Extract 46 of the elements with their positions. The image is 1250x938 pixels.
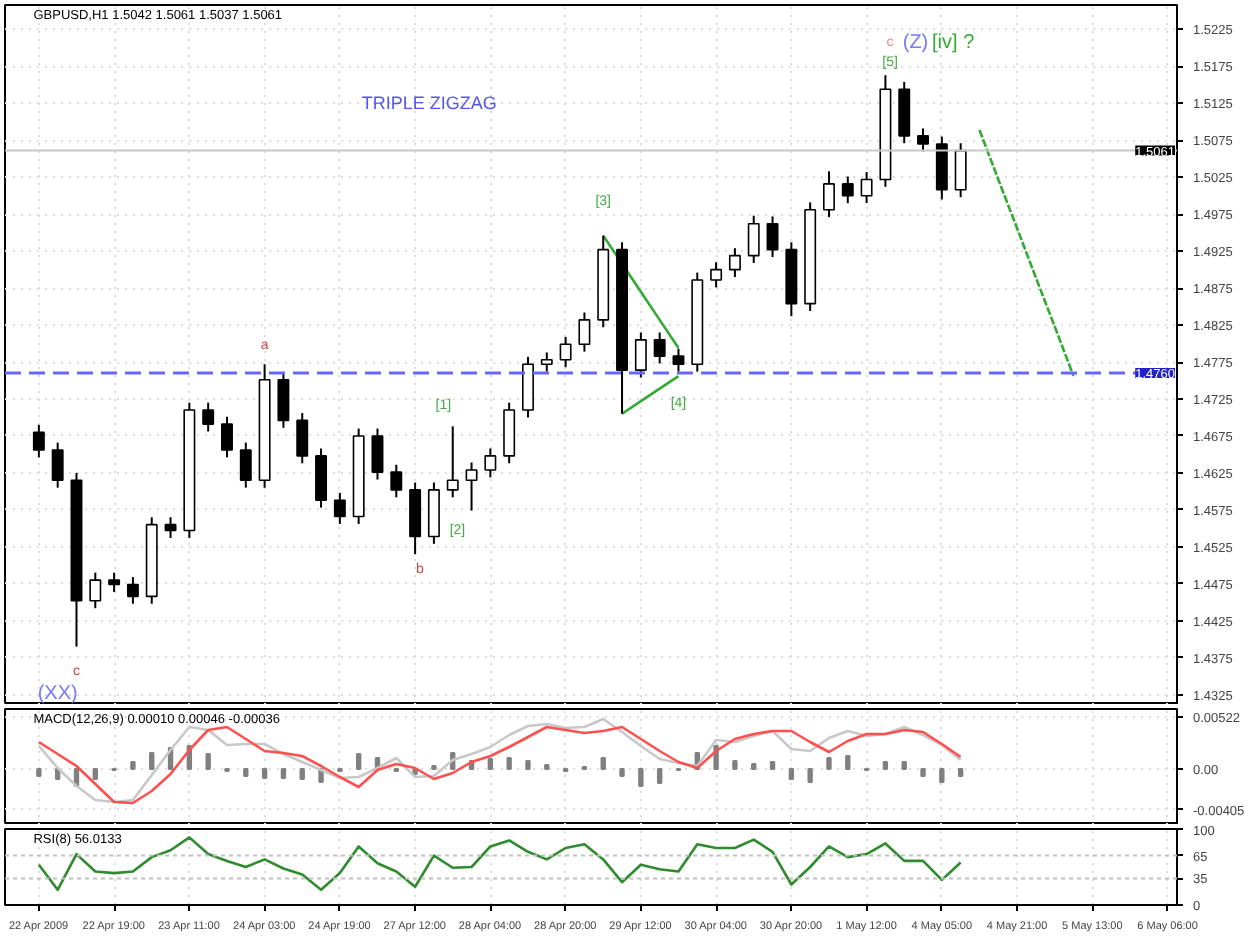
candlestick bbox=[578, 311, 591, 353]
candlestick bbox=[634, 331, 647, 379]
candlestick bbox=[126, 576, 139, 605]
candlestick bbox=[841, 175, 854, 205]
candlestick bbox=[465, 461, 478, 512]
candlestick bbox=[540, 351, 553, 373]
candlestick bbox=[202, 401, 215, 433]
candlestick bbox=[898, 80, 911, 145]
candlestick bbox=[333, 491, 346, 525]
line-series bbox=[37, 836, 962, 892]
candlestick bbox=[427, 481, 440, 545]
candlestick bbox=[954, 142, 967, 199]
annotation: (Z) bbox=[902, 31, 929, 54]
candlestick bbox=[484, 447, 497, 479]
candlestick bbox=[239, 441, 252, 489]
candlestick bbox=[747, 214, 760, 264]
candlestick bbox=[710, 261, 723, 289]
candlestick bbox=[108, 571, 121, 593]
candlestick bbox=[32, 423, 45, 459]
candlestick bbox=[653, 331, 666, 365]
candlestick bbox=[917, 127, 930, 153]
candlestick bbox=[503, 401, 516, 465]
candlestick bbox=[766, 215, 779, 259]
candlestick bbox=[559, 335, 572, 369]
line-series bbox=[978, 128, 1075, 378]
candlestick bbox=[390, 463, 403, 499]
candlestick bbox=[51, 441, 64, 489]
candlestick bbox=[935, 135, 948, 201]
candlestick bbox=[371, 427, 384, 481]
candlestick bbox=[221, 415, 233, 459]
candlestick bbox=[728, 247, 741, 279]
candlestick bbox=[315, 447, 328, 509]
candlestick bbox=[409, 481, 422, 556]
candlestick bbox=[296, 412, 309, 465]
candlestick bbox=[164, 516, 177, 539]
candlestick bbox=[860, 171, 873, 205]
annotation: (XX) bbox=[37, 682, 78, 705]
candlestick bbox=[823, 170, 835, 219]
candlestick bbox=[672, 347, 685, 373]
candlestick bbox=[89, 571, 102, 610]
candlestick bbox=[522, 355, 534, 419]
line-series bbox=[601, 234, 680, 350]
annotation: [iv] ? bbox=[932, 31, 976, 54]
annotation: TRIPLE ZIGZAG bbox=[361, 93, 497, 114]
candlestick bbox=[277, 371, 290, 429]
candlestick bbox=[446, 425, 459, 499]
